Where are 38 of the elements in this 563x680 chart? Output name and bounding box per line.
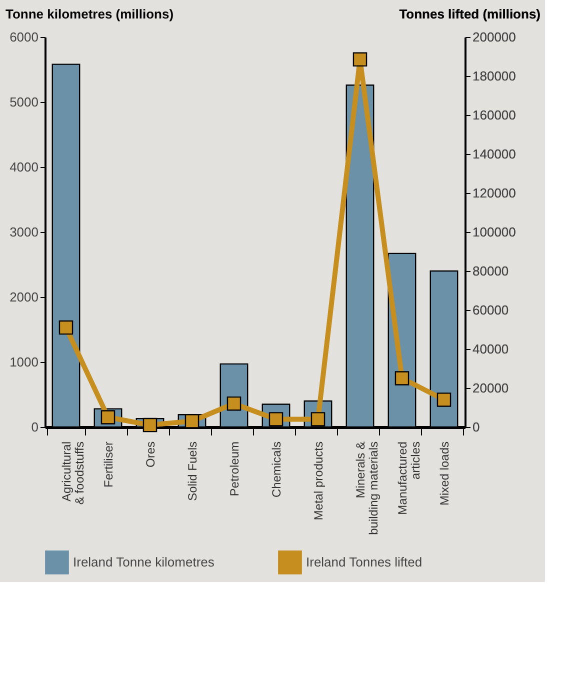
- point: [58, 320, 74, 335]
- y-tick-label: 5000: [10, 94, 38, 110]
- y2-tick-label: 160000: [472, 108, 516, 122]
- y2-tick-label: 120000: [472, 186, 516, 200]
- point: [394, 371, 410, 386]
- point: [142, 418, 158, 432]
- x-tick-label: Solid Fuels: [186, 442, 200, 501]
- y2-tick-label: 0: [472, 420, 480, 434]
- point: [436, 392, 452, 407]
- y2-tick-label: 20000: [472, 380, 509, 396]
- x-tick-label: Chemicals: [270, 442, 284, 498]
- x-tick-label: Mixed loads: [438, 442, 452, 506]
- y-tick-label: 3000: [10, 224, 38, 240]
- y2-tick-label: 180000: [472, 68, 516, 84]
- x-tick-label: Metal products: [312, 442, 326, 520]
- y-tick-label: 1000: [10, 354, 38, 370]
- y-tick-label: 4000: [10, 160, 38, 174]
- legend-label: Ireland Tonne kilometres: [73, 554, 215, 570]
- y2-tick-label: 100000: [472, 224, 516, 240]
- x-tick-label: Ores: [144, 442, 158, 468]
- y2-axis-title: Tonnes lifted (millions): [399, 6, 540, 22]
- y-tick-label: 6000: [10, 30, 38, 44]
- legend-label: Ireland Tonnes lifted: [306, 554, 422, 570]
- y-tick-label: 2000: [10, 290, 38, 304]
- y2-tick-label: 60000: [472, 302, 509, 318]
- point: [226, 396, 242, 411]
- y2-tick-label: 80000: [472, 264, 509, 278]
- y2-tick-label: 40000: [472, 342, 509, 356]
- point: [352, 52, 368, 67]
- x-tick-label: Minerals & building materials: [354, 442, 380, 535]
- x-tick-label: Fertiliser: [102, 442, 116, 488]
- y-tick-label: 0: [31, 420, 38, 434]
- x-tick-label: Agricultural & foodstuffs: [60, 442, 86, 505]
- point: [184, 414, 200, 428]
- y2-tick-label: 140000: [472, 146, 516, 162]
- x-tick-label: Petroleum: [228, 442, 242, 496]
- y2-tick-label: 200000: [472, 30, 516, 44]
- y-axis-title: Tonne kilometres (millions): [6, 6, 174, 22]
